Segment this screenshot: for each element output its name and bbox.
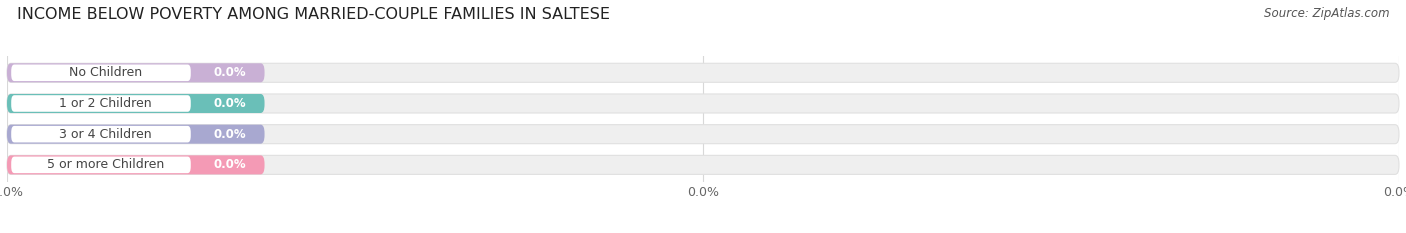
Text: 1 or 2 Children: 1 or 2 Children: [59, 97, 152, 110]
FancyBboxPatch shape: [7, 63, 1399, 82]
FancyBboxPatch shape: [7, 94, 1399, 113]
FancyBboxPatch shape: [11, 126, 191, 142]
Text: Source: ZipAtlas.com: Source: ZipAtlas.com: [1264, 7, 1389, 20]
Text: INCOME BELOW POVERTY AMONG MARRIED-COUPLE FAMILIES IN SALTESE: INCOME BELOW POVERTY AMONG MARRIED-COUPL…: [17, 7, 610, 22]
Text: 3 or 4 Children: 3 or 4 Children: [59, 128, 152, 141]
FancyBboxPatch shape: [7, 125, 264, 144]
FancyBboxPatch shape: [7, 155, 1399, 174]
FancyBboxPatch shape: [7, 125, 1399, 144]
FancyBboxPatch shape: [11, 157, 191, 173]
Text: No Children: No Children: [69, 66, 142, 79]
Text: 0.0%: 0.0%: [214, 97, 246, 110]
FancyBboxPatch shape: [7, 63, 264, 82]
FancyBboxPatch shape: [7, 155, 264, 174]
Text: 0.0%: 0.0%: [214, 158, 246, 171]
Text: 0.0%: 0.0%: [214, 128, 246, 141]
FancyBboxPatch shape: [11, 65, 191, 81]
Text: 5 or more Children: 5 or more Children: [46, 158, 163, 171]
Text: 0.0%: 0.0%: [214, 66, 246, 79]
FancyBboxPatch shape: [11, 95, 191, 112]
FancyBboxPatch shape: [7, 94, 264, 113]
